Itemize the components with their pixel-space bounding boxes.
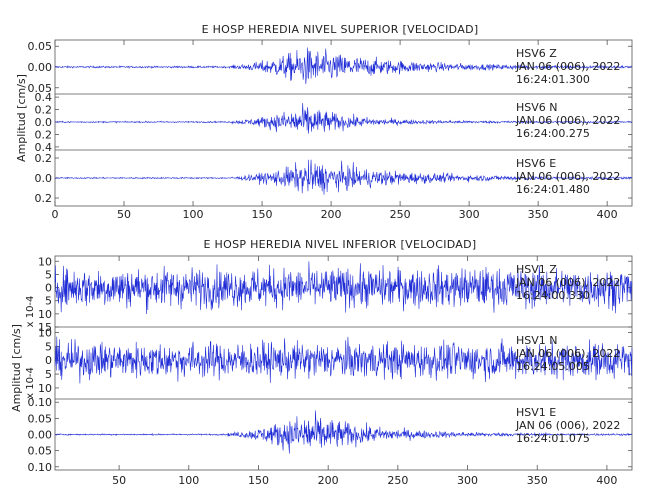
x-tick-label: 50 xyxy=(117,208,131,221)
waveform-hsv1-e xyxy=(54,410,633,454)
x-tick-label: 350 xyxy=(527,474,548,487)
y-tick-label: 0.05 xyxy=(28,445,53,458)
x-tick-label: 100 xyxy=(178,474,199,487)
station-component-label: HSV1 N xyxy=(516,334,558,347)
x-tick-label: 300 xyxy=(459,208,480,221)
x-tick-label: 400 xyxy=(597,208,618,221)
y-tick-label: 10 xyxy=(38,255,52,268)
y-tick-label: 5 xyxy=(45,295,52,308)
y-tick-label: 0.10 xyxy=(28,396,53,409)
y-scale-label: x 10-4 xyxy=(25,367,36,399)
chart-title-lower: E HOSP HEREDIA NIVEL INFERIOR [VELOCIDAD… xyxy=(204,238,477,251)
y-tick-label: 5 xyxy=(45,340,52,353)
y-tick-label: 0.4 xyxy=(35,91,53,104)
waveform-hsv6-n xyxy=(54,102,633,134)
y-tick-label: 5 xyxy=(45,268,52,281)
station-component-label: HSV1 E xyxy=(516,406,556,419)
station-component-label: HSV6 N xyxy=(516,101,558,114)
x-tick-label: 350 xyxy=(528,208,549,221)
record-time: 16:24:00.275 xyxy=(516,127,590,140)
y-tick-label: 0.2 xyxy=(35,104,53,117)
y-tick-label: 0.0 xyxy=(35,172,53,185)
y-tick-label: 0.4 xyxy=(35,141,53,154)
waveform-hsv6-e xyxy=(54,159,633,195)
record-date: JAN 06 (006), 2022 xyxy=(515,419,620,432)
x-tick-label: 200 xyxy=(318,474,339,487)
y-tick-label: 0.00 xyxy=(28,429,53,442)
y-tick-label: 0.2 xyxy=(35,128,53,141)
station-component-label: HSV6 E xyxy=(516,157,556,170)
record-date: JAN 06 (006), 2022 xyxy=(515,347,620,360)
y-tick-label: 0.10 xyxy=(28,461,53,474)
record-date: JAN 06 (006), 2022 xyxy=(515,276,620,289)
x-tick-label: 0 xyxy=(52,208,59,221)
x-tick-label: 300 xyxy=(457,474,478,487)
y-tick-label: 0.00 xyxy=(28,61,53,74)
waveform-hsv1-n xyxy=(54,336,633,384)
y-tick-label: 10 xyxy=(38,382,52,395)
y-tick-label: 0.05 xyxy=(28,82,53,95)
record-time: 16:24:01.075 xyxy=(516,432,590,445)
station-component-label: HSV6 Z xyxy=(516,47,557,60)
x-tick-label: 200 xyxy=(321,208,342,221)
y-tick-label: 10 xyxy=(38,308,52,321)
chart-title-upper: E HOSP HEREDIA NIVEL SUPERIOR [VELOCIDAD… xyxy=(202,23,479,36)
record-time: 16:24:01.300 xyxy=(516,73,590,86)
x-tick-label: 100 xyxy=(183,208,204,221)
x-tick-label: 250 xyxy=(387,474,408,487)
x-tick-label: 150 xyxy=(252,208,273,221)
y-tick-label: 0.0 xyxy=(35,116,53,129)
record-date: JAN 06 (006), 2022 xyxy=(515,114,620,127)
y-tick-label: 10 xyxy=(38,327,52,340)
y-scale-label: x 10-4 xyxy=(25,296,36,328)
y-tick-label: 0 xyxy=(45,354,52,367)
record-date: JAN 06 (006), 2022 xyxy=(515,170,620,183)
waveform-hsv1-z xyxy=(54,261,633,315)
y-tick-label: 0.05 xyxy=(28,40,53,53)
x-tick-label: 250 xyxy=(390,208,411,221)
station-component-label: HSV1 Z xyxy=(516,263,557,276)
x-tick-label: 400 xyxy=(596,474,617,487)
waveform-hsv6-z xyxy=(54,47,633,85)
y-axis-label-upper: Amplitud [cm/s] xyxy=(15,74,28,162)
y-tick-label: 0.2 xyxy=(35,152,53,165)
y-tick-label: 0.2 xyxy=(35,192,53,205)
y-tick-label: 15 xyxy=(38,321,52,334)
x-tick-label: 50 xyxy=(112,474,126,487)
plot-frame xyxy=(54,39,633,207)
x-tick-label: 150 xyxy=(248,474,269,487)
record-time: 16:24:00.330 xyxy=(516,289,590,302)
record-time: 16:24:01.480 xyxy=(516,183,590,196)
record-date: JAN 06 (006), 2022 xyxy=(515,60,620,73)
y-tick-label: 0.05 xyxy=(28,412,53,425)
y-tick-label: 5 xyxy=(45,368,52,381)
record-time: 16:24:05.005 xyxy=(516,360,590,373)
y-axis-label-lower: Amplitud [cm/s] xyxy=(10,324,23,412)
y-tick-label: 0 xyxy=(45,282,52,295)
